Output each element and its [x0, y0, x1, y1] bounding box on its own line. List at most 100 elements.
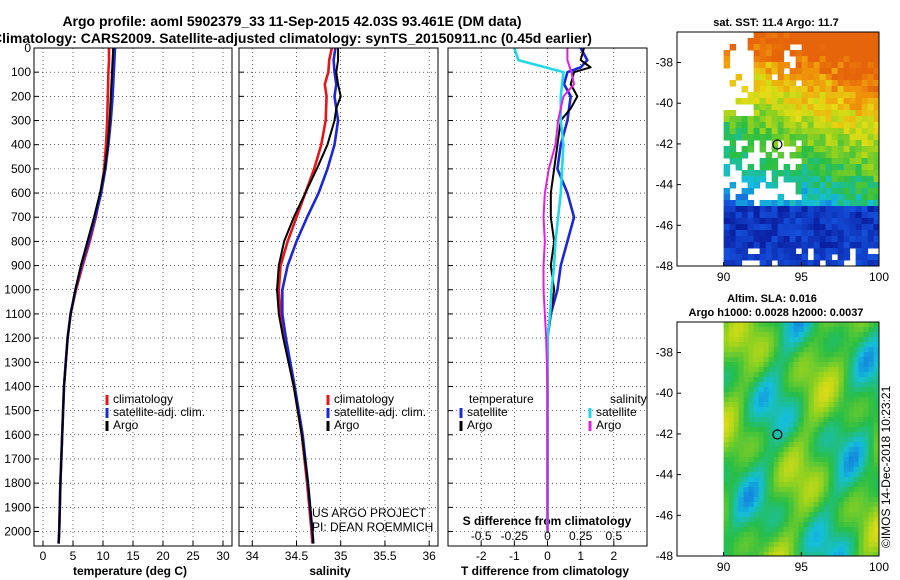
sla-cell	[833, 487, 840, 493]
sla-cell	[793, 347, 800, 353]
sst-cell	[843, 80, 851, 87]
sla-cell	[743, 327, 750, 333]
sla-cell	[803, 417, 810, 423]
sla-cell	[873, 372, 879, 378]
sst-cell	[777, 86, 785, 93]
sla-cell	[818, 532, 825, 538]
sla-cell	[858, 502, 865, 508]
sla-cell	[738, 372, 745, 378]
sla-cell	[828, 357, 835, 363]
sst-cell	[825, 146, 833, 153]
sla-cell	[863, 447, 870, 453]
sla-cell	[838, 487, 845, 493]
sla-cell	[808, 347, 815, 353]
sla-cell	[723, 342, 730, 348]
sst-cell	[855, 164, 863, 171]
sst-cell	[873, 146, 879, 153]
sst-cell	[855, 146, 863, 153]
sla-cell	[868, 542, 875, 548]
sla-cell	[838, 547, 845, 553]
sla-cell	[773, 387, 780, 393]
sst-cell	[801, 212, 809, 219]
sla-cell	[758, 337, 765, 343]
sla-cell	[753, 507, 760, 513]
sst-cell	[783, 38, 791, 45]
sst-cell	[723, 188, 731, 195]
sla-cell	[853, 427, 860, 433]
sst-cell	[855, 176, 863, 183]
sla-cell	[828, 322, 835, 328]
sst-cell	[789, 32, 797, 39]
sla-cell	[738, 552, 745, 556]
sst-cell	[783, 164, 791, 171]
sla-cell	[858, 327, 865, 333]
sla-cell	[843, 427, 850, 433]
sla-cell	[853, 337, 860, 343]
sst-cell	[747, 122, 755, 129]
sla-cell	[873, 447, 879, 453]
sla-cell	[853, 342, 860, 348]
sla-cell	[838, 497, 845, 503]
sla-cell	[793, 527, 800, 533]
sla-cell	[763, 427, 770, 433]
sla-cell	[798, 382, 805, 388]
sla-cell	[753, 487, 760, 493]
sla-cell	[823, 337, 830, 343]
sla-cell	[853, 382, 860, 388]
sla-cell	[838, 402, 845, 408]
sst-cell	[765, 152, 773, 159]
sst-cell	[837, 74, 845, 81]
sla-cell	[783, 497, 790, 503]
sla-cell	[868, 487, 875, 493]
sst-cell	[837, 152, 845, 159]
sla-cell	[823, 447, 830, 453]
sla-cell	[728, 427, 735, 433]
sst-cell	[843, 32, 851, 39]
sla-cell	[753, 352, 760, 358]
sla-cell	[738, 362, 745, 368]
sst-cell	[801, 32, 809, 39]
sla-cell	[773, 392, 780, 398]
sst-cell	[813, 242, 821, 249]
sla-cell	[778, 547, 785, 553]
sst-cell	[819, 62, 827, 69]
sla-cell	[723, 472, 730, 478]
sst-cell	[843, 170, 851, 177]
sst-cell	[759, 122, 767, 129]
sla-cell	[823, 357, 830, 363]
sla-cell	[873, 342, 879, 348]
sst-cell	[747, 134, 755, 141]
sla-cell	[738, 487, 745, 493]
sla-cell	[723, 382, 730, 388]
sla-cell	[858, 402, 865, 408]
sla-cell	[818, 412, 825, 418]
sla-cell	[733, 382, 740, 388]
sst-cell	[867, 206, 875, 213]
sla-cell	[773, 547, 780, 553]
sla-cell	[813, 407, 820, 413]
sla-cell	[758, 547, 765, 553]
sst-map-frame	[676, 31, 880, 267]
sla-cell	[738, 412, 745, 418]
sla-cell	[853, 392, 860, 398]
sst-cell	[849, 242, 857, 249]
sla-cell	[858, 437, 865, 443]
sla-cell	[873, 322, 879, 328]
sst-cell	[819, 140, 827, 147]
sla-cell	[813, 452, 820, 458]
sla-cell	[788, 347, 795, 353]
salinity-xtick-label: 34.5	[285, 549, 309, 563]
sst-cell	[771, 86, 779, 93]
sla-cell	[863, 397, 870, 403]
sla-cell	[858, 452, 865, 458]
sla-cell	[873, 412, 879, 418]
sst-cell	[783, 104, 791, 111]
sla-cell	[838, 477, 845, 483]
sst-cell	[825, 56, 833, 63]
sst-cell	[801, 194, 809, 201]
sst-cell	[771, 134, 779, 141]
sla-cell	[758, 467, 765, 473]
difference-x2tick-label: 0	[544, 529, 551, 543]
sla-cell	[763, 397, 770, 403]
sst-cell	[777, 104, 785, 111]
